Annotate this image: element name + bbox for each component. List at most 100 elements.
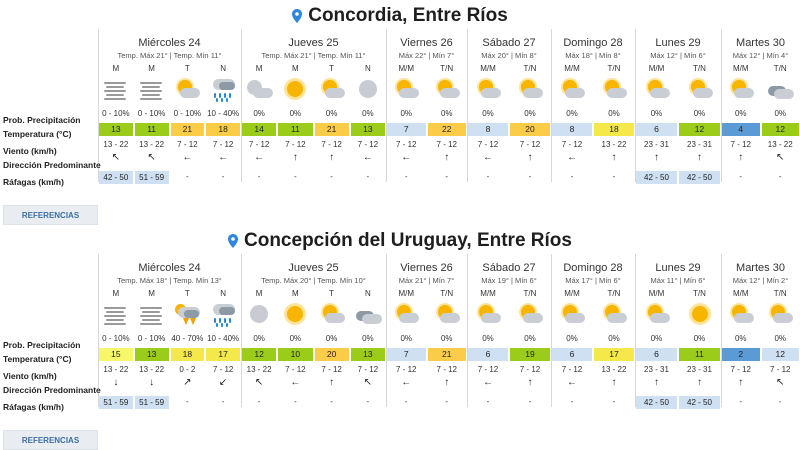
temperature-cell: 6 (636, 348, 677, 361)
partly-cloudy-day-icon (392, 303, 420, 327)
wind-direction-icon: ↑ (738, 152, 744, 163)
wind-direction-icon: ← (290, 377, 301, 388)
temperature-cell: 17 (594, 348, 634, 361)
gust-value: 42 - 50 (636, 396, 677, 409)
partly-cloudy-day-icon (516, 78, 544, 102)
location-pin-icon (292, 7, 303, 29)
gust-value: 42 - 50 (679, 171, 720, 184)
precip-value: 0% (566, 334, 578, 343)
temperature-cell: 20 (314, 348, 349, 361)
precip-value: 0 - 10% (102, 334, 130, 343)
precip-value: 10 - 40% (207, 334, 240, 343)
temperature-cell: 2 (722, 348, 760, 361)
period-label: M/M (564, 289, 580, 298)
day-temp-summary: Máx 18° | Mín 8° (565, 51, 621, 60)
wind-value: 7 - 12 (519, 140, 541, 149)
wind-value: 7 - 12 (436, 365, 457, 374)
gust-value: - (739, 172, 743, 181)
gust-value: - (294, 172, 297, 181)
gust-value: - (778, 172, 782, 181)
wind-direction-icon: ↖ (776, 152, 785, 163)
day-temp-summary: Máx 20° | Mín 8° (481, 51, 537, 60)
wind-value: 7 - 12 (321, 365, 342, 374)
row-label-precip: Prob. Precipitación (3, 115, 81, 125)
row-label-dir: Dirección Predominante (3, 160, 101, 170)
period-label: T/N (440, 64, 454, 73)
partly-cloudy-day-icon (643, 78, 671, 102)
gust-value: - (528, 172, 532, 181)
wind-value: 7 - 12 (357, 365, 379, 374)
partly-cloudy-day-icon (600, 303, 628, 327)
wind-value: 7 - 12 (477, 140, 499, 149)
gust-value: - (612, 397, 616, 406)
city-title-text: Concordia, Entre Ríos (308, 5, 508, 26)
period-label: T/N (440, 289, 454, 298)
precip-value: 0 - 10% (137, 109, 166, 118)
row-label-wind: Viento (km/h) (3, 146, 57, 156)
gust-value: - (186, 397, 189, 406)
column-divider (551, 29, 552, 182)
gust-value: - (404, 397, 408, 406)
references-button[interactable]: REFERENCIAS (3, 430, 98, 450)
wind-direction-icon: ← (483, 377, 493, 388)
column-divider (721, 254, 722, 407)
day-name: Sábado 27 (482, 262, 536, 274)
gust-value: - (330, 172, 333, 181)
row-label-gust: Ráfagas (km/h) (3, 402, 64, 412)
gust-value: - (330, 397, 333, 406)
references-button[interactable]: REFERENCIAS (3, 205, 98, 225)
wind-value: 7 - 12 (357, 140, 379, 149)
gust-value: - (528, 397, 532, 406)
period-label: M (112, 289, 120, 298)
gust-value: - (257, 397, 261, 406)
period-label: N (220, 289, 227, 298)
temperature-cell: 21 (314, 123, 349, 136)
wind-value: 7 - 12 (177, 140, 198, 149)
temperature-cell: 7 (387, 348, 426, 361)
wind-value: 13 - 22 (246, 365, 272, 374)
wind-direction-icon: ↖ (363, 377, 373, 388)
partly-cloudy-day-icon (474, 78, 502, 102)
period-label: M/M (398, 289, 415, 298)
period-label: T/N (607, 289, 621, 298)
cloudy-icon (766, 78, 795, 102)
wind-direction-icon: ← (401, 152, 412, 163)
period-label: M/M (564, 64, 580, 73)
mist-icon (102, 303, 130, 327)
temperature-cell: 13 (350, 123, 385, 136)
wind-direction-icon: ↑ (329, 152, 335, 163)
mist-icon (102, 78, 130, 102)
precip-value: 0% (524, 334, 536, 343)
row-label-wind: Viento (km/h) (3, 371, 57, 381)
gust-value: 42 - 50 (636, 171, 677, 184)
wind-value: 0 - 2 (179, 365, 196, 374)
wind-direction-icon: ↑ (697, 377, 702, 388)
period-label: M/M (732, 64, 749, 73)
temperature-cell: 21 (427, 348, 466, 361)
column-divider (386, 254, 387, 407)
period-label: M (255, 289, 263, 298)
wind-direction-icon: ↖ (254, 377, 264, 388)
partly-cloudy-day-icon (643, 303, 671, 327)
partly-cloudy-day-icon (318, 303, 346, 327)
gust-value: - (445, 397, 449, 406)
day-name: Domingo 28 (563, 262, 623, 274)
gust-value: - (221, 397, 225, 406)
gust-value: 51 - 59 (134, 396, 169, 409)
city-title-text: Concepción del Uruguay, Entre Ríos (244, 230, 572, 251)
temperature-cell: 21 (170, 123, 205, 136)
day-name: Martes 30 (736, 262, 785, 274)
period-label: M/M (732, 289, 749, 298)
period-label: T/N (523, 64, 537, 73)
wind-value: 23 - 31 (687, 365, 712, 374)
period-label: M (255, 64, 263, 73)
temperature-cell: 15 (99, 348, 133, 361)
gust-value: - (486, 172, 490, 181)
gust-value: 42 - 50 (99, 171, 133, 184)
gust-value: - (366, 397, 370, 406)
day-temp-summary: Máx 22° | Mín 7° (398, 51, 455, 60)
temperature-cell: 12 (761, 348, 799, 361)
rain-icon (209, 303, 237, 327)
temperature-cell: 20 (510, 123, 550, 136)
column-divider (635, 254, 636, 407)
